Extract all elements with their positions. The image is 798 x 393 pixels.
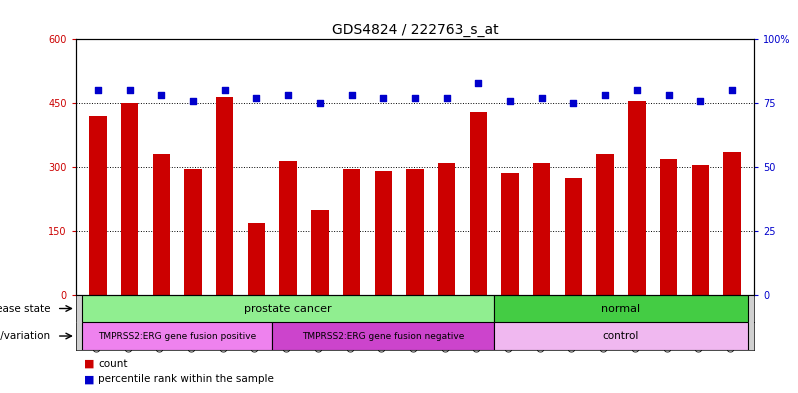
Point: [440, 95, 453, 101]
Bar: [501, 173, 519, 295]
Bar: [216, 97, 234, 295]
Point: [693, 97, 706, 104]
Bar: [343, 169, 360, 295]
Text: count: count: [98, 358, 128, 369]
Point: [346, 92, 358, 99]
Bar: [82, 322, 272, 350]
Point: [92, 87, 105, 94]
Text: disease state: disease state: [0, 303, 50, 314]
Point: [472, 79, 484, 86]
Text: genotype/variation: genotype/variation: [0, 331, 50, 341]
Bar: [660, 158, 678, 295]
Bar: [184, 169, 202, 295]
Bar: [533, 163, 551, 295]
Bar: [470, 112, 487, 295]
Point: [567, 100, 580, 106]
Bar: [311, 209, 329, 295]
Point: [377, 95, 389, 101]
Point: [630, 87, 643, 94]
Bar: [494, 322, 748, 350]
Point: [662, 92, 675, 99]
Bar: [121, 103, 138, 295]
Text: TMPRSS2:ERG gene fusion negative: TMPRSS2:ERG gene fusion negative: [302, 332, 464, 340]
Point: [504, 97, 516, 104]
Bar: [565, 178, 583, 295]
Text: control: control: [602, 331, 639, 341]
Bar: [406, 169, 424, 295]
Bar: [596, 154, 614, 295]
Bar: [272, 322, 494, 350]
Point: [535, 95, 548, 101]
Bar: [152, 154, 170, 295]
Bar: [438, 163, 456, 295]
Point: [187, 97, 200, 104]
Bar: [628, 101, 646, 295]
Text: prostate cancer: prostate cancer: [244, 303, 332, 314]
Bar: [82, 295, 494, 322]
Text: ■: ■: [84, 358, 94, 369]
Point: [598, 92, 611, 99]
Title: GDS4824 / 222763_s_at: GDS4824 / 222763_s_at: [332, 23, 498, 37]
Point: [219, 87, 231, 94]
Point: [725, 87, 738, 94]
Text: percentile rank within the sample: percentile rank within the sample: [98, 374, 274, 384]
Bar: [494, 295, 748, 322]
Bar: [374, 171, 392, 295]
Bar: [89, 116, 107, 295]
Bar: [723, 152, 741, 295]
Text: ■: ■: [84, 374, 94, 384]
Point: [124, 87, 136, 94]
Text: TMPRSS2:ERG gene fusion positive: TMPRSS2:ERG gene fusion positive: [98, 332, 256, 340]
Bar: [692, 165, 709, 295]
Point: [250, 95, 263, 101]
Bar: [247, 223, 265, 295]
Point: [409, 95, 421, 101]
Point: [155, 92, 168, 99]
Bar: [279, 161, 297, 295]
Point: [314, 100, 326, 106]
Point: [282, 92, 294, 99]
Text: normal: normal: [602, 303, 641, 314]
